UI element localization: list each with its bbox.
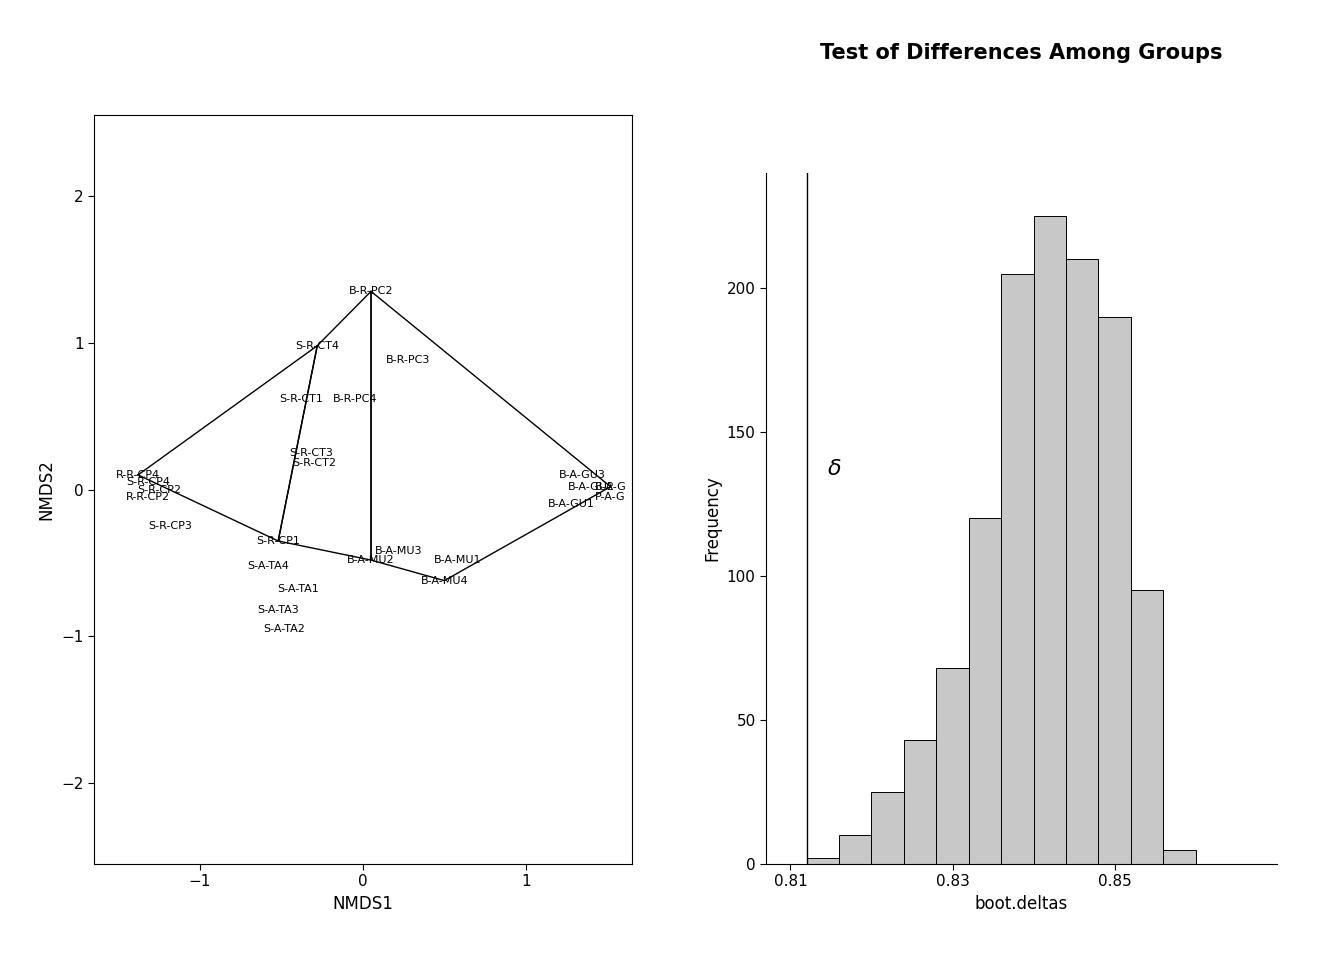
Bar [839,835,871,864]
Text: S-R-CP4: S-R-CP4 [126,477,169,488]
X-axis label: NMDS1: NMDS1 [332,895,394,913]
Bar [1164,850,1196,864]
Text: $\delta$: $\delta$ [827,459,841,479]
Bar [871,792,905,864]
Text: B-A-G: B-A-G [594,482,626,492]
Text: B-A-MU4: B-A-MU4 [421,576,468,586]
Text: R-R-CP4: R-R-CP4 [116,469,160,480]
Text: B-A-GU2: B-A-GU2 [567,482,614,492]
Text: B-R-PC4: B-R-PC4 [332,394,376,403]
Text: B-A-GU1: B-A-GU1 [548,499,595,510]
Text: S-R-CP2: S-R-CP2 [137,485,181,494]
Text: B-A-GU3: B-A-GU3 [559,469,606,480]
Text: B-A-MU1: B-A-MU1 [434,555,481,565]
Bar [1034,216,1066,864]
Text: S-R-CT3: S-R-CT3 [289,448,333,458]
Text: S-R-CT1: S-R-CT1 [280,394,323,403]
Bar [1066,259,1098,864]
Text: Test of Differences Among Groups: Test of Differences Among Groups [820,43,1223,63]
Text: B-A-MU3: B-A-MU3 [375,546,422,556]
Bar [969,518,1001,864]
Text: B-R-PC2: B-R-PC2 [349,286,394,297]
Bar [937,668,969,864]
Text: S-A-TA4: S-A-TA4 [247,561,289,571]
Bar [905,740,937,864]
Text: S-R-CT2: S-R-CT2 [292,458,336,468]
X-axis label: boot.deltas: boot.deltas [974,895,1068,913]
Bar [1098,317,1130,864]
Text: B-A-MU2: B-A-MU2 [347,555,395,565]
Text: S-A-TA1: S-A-TA1 [277,585,319,594]
Text: S-R-CP1: S-R-CP1 [257,536,300,546]
Bar [806,858,839,864]
Text: P-A-G: P-A-G [595,492,626,502]
Y-axis label: Frequency: Frequency [703,475,722,562]
Text: S-A-TA2: S-A-TA2 [263,624,305,635]
Text: S-R-CT4: S-R-CT4 [296,341,339,350]
Y-axis label: NMDS2: NMDS2 [38,459,55,520]
Text: S-A-TA3: S-A-TA3 [257,605,300,615]
Bar [1130,590,1164,864]
Text: S-R-CP3: S-R-CP3 [149,521,192,531]
Text: R-R-CP2: R-R-CP2 [126,492,169,502]
Text: B-R-PC3: B-R-PC3 [386,355,430,366]
Bar [1001,274,1034,864]
